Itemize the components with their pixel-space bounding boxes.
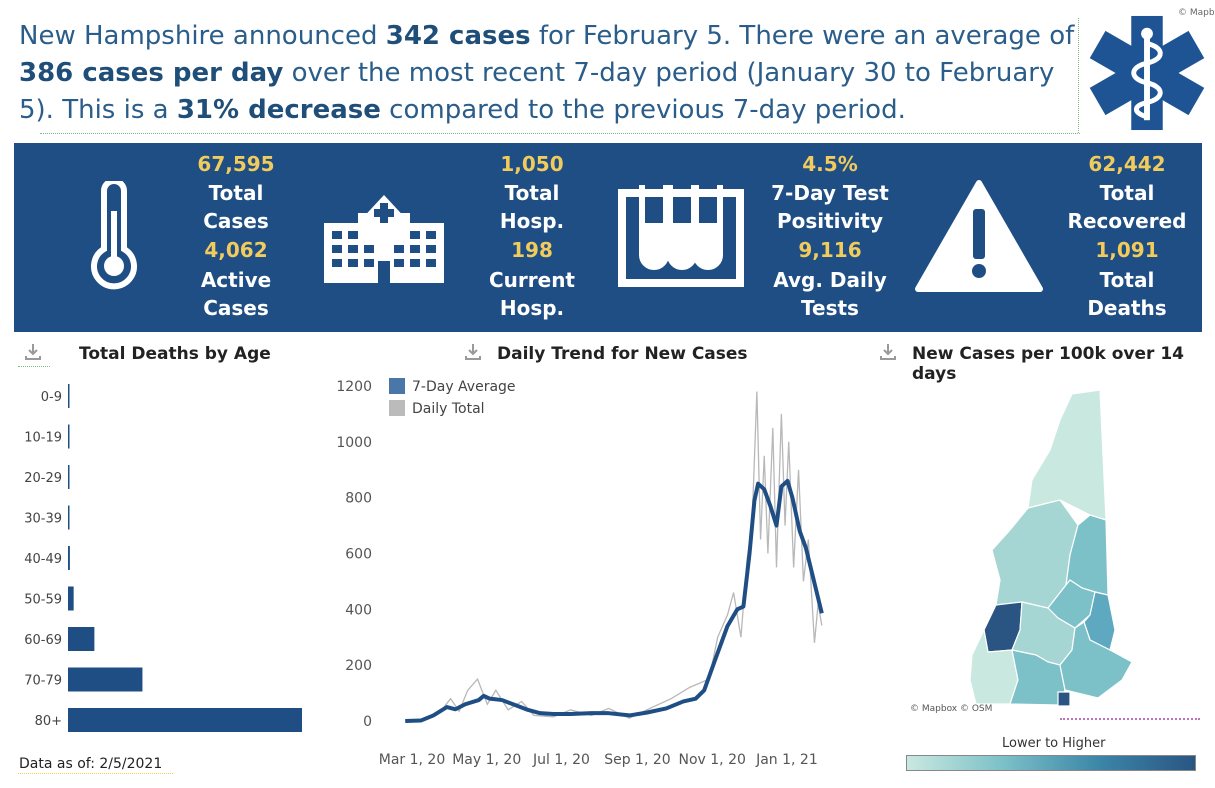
daily-trend-chart: 0 200 400 600 800 1000 1200 Mar 1, 20 May 1, 20 J…	[336, 378, 824, 768]
headline-text: compared to the previous 7-day period.	[380, 95, 906, 125]
total-deaths-label: Total Deaths	[1087, 268, 1167, 320]
legend-label-average: 7-Day Average	[412, 379, 516, 395]
headline-text: over the most recent 7-day period (Janua…	[19, 58, 1055, 125]
age-bar	[68, 627, 95, 651]
headline-divider	[1078, 18, 1079, 133]
x-tick-label: May 1, 20	[452, 752, 521, 768]
age-bar	[68, 667, 143, 692]
focus-outline	[18, 773, 173, 774]
county-coos	[1027, 389, 1107, 521]
summary-banner: 67,595 Total Cases 4,062 Active Cases 1,05…	[14, 143, 1202, 332]
y-tick-label: 0	[363, 714, 372, 730]
y-tick-label: 200	[345, 658, 372, 674]
seven-day-average-line	[405, 478, 824, 723]
positivity-label: 7-Day Test Positivity	[771, 181, 889, 233]
x-tick-label: Sep 1, 20	[604, 752, 670, 768]
age-bar	[68, 708, 302, 732]
county-rockingham-south	[1057, 691, 1071, 707]
y-tick-label: 400	[345, 602, 372, 618]
warning-icon	[915, 180, 1043, 292]
data-as-of: Data as of: 2/5/2021	[19, 756, 163, 772]
headline-text: for February 5. There were an average of	[530, 21, 1075, 51]
x-tick-label: Jan 1, 21	[755, 752, 818, 768]
age-tick-label: 0-9	[41, 390, 62, 405]
hospital-icon	[324, 195, 444, 283]
nh-county-map	[969, 389, 1133, 707]
age-bar	[68, 384, 70, 408]
map-divider	[1060, 718, 1200, 720]
daily-tests-value: 9,116	[798, 238, 862, 262]
age-chart-title: Total Deaths by Age	[79, 344, 271, 364]
map-attribution: © Mapbox © OSM	[910, 704, 993, 714]
legend-label-daily: Daily Total	[412, 401, 485, 417]
age-tick-label: 30-39	[24, 512, 62, 527]
total-deaths-value: 1,091	[1095, 238, 1159, 262]
y-tick-label: 800	[345, 491, 372, 507]
age-bar	[68, 424, 70, 449]
age-tick-label: 40-49	[24, 552, 62, 567]
download-icon[interactable]	[464, 343, 482, 361]
total-cases-value: 67,595	[197, 152, 275, 176]
age-tick-label: 10-19	[24, 431, 62, 446]
age-bar	[68, 546, 70, 570]
y-tick-label: 1000	[336, 435, 372, 451]
county-rockingham	[1059, 621, 1133, 699]
active-cases-label: Active Cases	[200, 268, 272, 320]
age-bar	[68, 505, 70, 530]
headline: New Hampshire announced 342 cases for Fe…	[19, 18, 1079, 129]
positivity-value: 4.5%	[802, 152, 858, 176]
active-cases-value: 4,062	[204, 238, 268, 262]
age-bar	[68, 586, 74, 611]
x-tick-label: Jul 1, 20	[532, 752, 590, 768]
x-tick-label: Mar 1, 20	[379, 752, 446, 768]
star-of-life-icon	[1089, 15, 1205, 131]
mapbox-attribution: © Mapb	[1178, 8, 1215, 18]
headline-divider	[40, 133, 1080, 134]
age-bar	[68, 465, 70, 489]
age-tick-label: 20-29	[24, 471, 62, 486]
headline-text: New Hampshire announced	[19, 21, 386, 51]
total-recovered-value: 62,442	[1088, 152, 1166, 176]
y-tick-label: 600	[345, 547, 372, 563]
age-tick-label: 70-79	[24, 674, 62, 689]
x-tick-label: Nov 1, 20	[678, 752, 745, 768]
legend-swatch-average	[389, 378, 405, 394]
total-cases-label: Total Cases	[203, 181, 269, 233]
thermometer-icon	[91, 181, 137, 290]
headline-average: 386 cases per day	[19, 58, 284, 88]
headline-cases: 342 cases	[385, 21, 531, 51]
download-icon[interactable]	[879, 343, 897, 361]
trend-chart-title: Daily Trend for New Cases	[497, 344, 748, 364]
age-tick-label: 60-69	[24, 633, 62, 648]
total-hosp-value: 1,050	[500, 152, 564, 176]
color-scale-bar	[906, 755, 1196, 771]
total-hosp-label: Total Hosp.	[499, 181, 565, 233]
download-icon[interactable]	[24, 343, 42, 361]
age-tick-label: 80+	[35, 714, 62, 729]
color-scale-label: Lower to Higher	[1002, 736, 1106, 751]
total-recovered-label: Total Recovered	[1067, 181, 1187, 233]
current-hosp-value: 198	[511, 238, 553, 262]
focus-outline	[18, 366, 50, 367]
daily-tests-label: Avg. Daily Tests	[773, 268, 887, 320]
age-tick-label: 50-59	[24, 593, 62, 608]
daily-total-line	[405, 391, 823, 722]
y-tick-label: 1200	[336, 379, 372, 395]
test-tubes-icon	[618, 185, 744, 287]
legend-swatch-daily	[389, 400, 405, 416]
deaths-by-age-chart: 0-9 10-19 20-29 30-39 40-49 50-59 60-69 70-79 80…	[24, 384, 302, 732]
current-hosp-label: Current Hosp.	[488, 268, 575, 320]
headline-change: 31% decrease	[176, 95, 381, 125]
map-title: New Cases per 100k over 14 days	[912, 344, 1184, 384]
